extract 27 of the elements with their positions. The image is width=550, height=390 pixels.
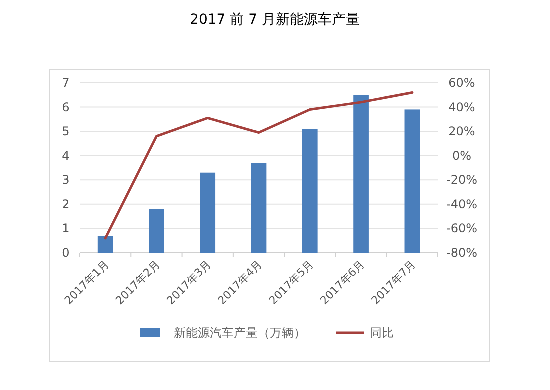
bar (354, 95, 369, 253)
bar (251, 163, 267, 253)
y2-tick-label: 40% (448, 100, 476, 114)
bar (98, 236, 114, 253)
bar (149, 209, 164, 253)
y-tick-label: 5 (62, 124, 70, 139)
y-tick-label: 7 (62, 76, 70, 90)
legend-label: 同比 (370, 326, 394, 340)
y-tick-label: 3 (62, 173, 70, 188)
line-series (104, 91, 414, 240)
y-tick-label: 1 (62, 222, 70, 236)
y2-tick-label: -80% (446, 246, 478, 260)
y2-tick-label: -40% (446, 197, 478, 212)
bar (404, 110, 420, 253)
y2-tick-label: 0% (452, 148, 472, 163)
bar (302, 129, 318, 253)
y2-tick-label: 60% (448, 76, 476, 90)
chart-title: 2017 前 7 月新能源车产量 (190, 12, 360, 28)
y2-tick-label: -60% (446, 222, 478, 236)
y-tick-label: 2 (62, 197, 70, 212)
bar (200, 172, 216, 253)
y-tick-label: 0 (62, 246, 70, 260)
y2-tick-label: 20% (448, 124, 476, 139)
y-tick-label: 6 (62, 100, 70, 114)
legend-label: 新能源汽车产量（万辆） (174, 326, 306, 340)
y2-tick-label: -20% (446, 173, 478, 188)
y-tick-label: 4 (62, 148, 70, 163)
